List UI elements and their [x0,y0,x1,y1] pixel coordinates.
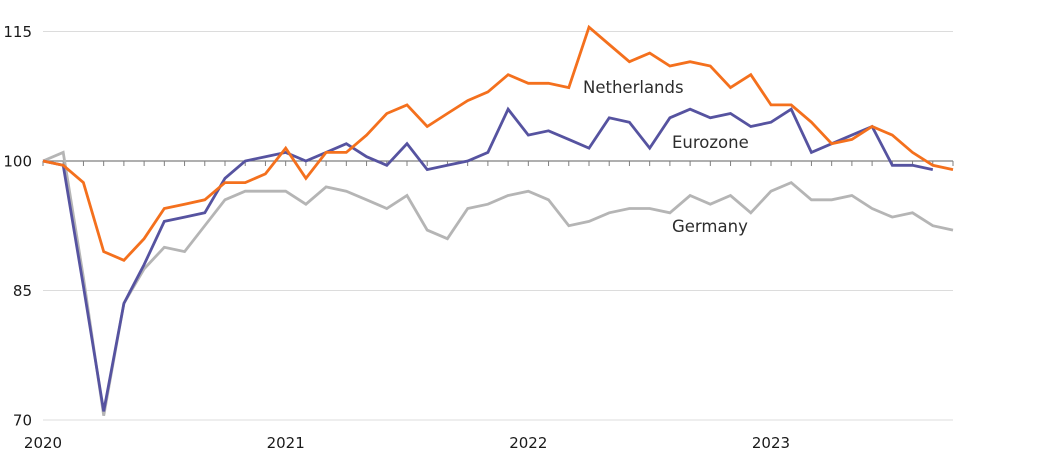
netherlands-line [42,24,954,262]
x-axis-label-2021: 2021 [267,434,305,452]
y-axis-label-85: 85 [13,282,32,300]
germany-line [42,150,954,416]
y-axis-label-115: 115 [3,23,32,41]
eurozone-line [42,106,934,412]
y-axis-label-70: 70 [13,411,32,429]
x-axis-label-2020: 2020 [24,434,62,452]
germany-series-label: Germany [672,217,748,236]
x-axis-label-2022: 2022 [509,434,547,452]
eurozone-series-label: Eurozone [672,133,749,152]
y-axis-label-100: 100 [3,153,32,171]
x-axis-label-2023: 2023 [752,434,790,452]
netherlands-series-label: Netherlands [583,78,684,97]
